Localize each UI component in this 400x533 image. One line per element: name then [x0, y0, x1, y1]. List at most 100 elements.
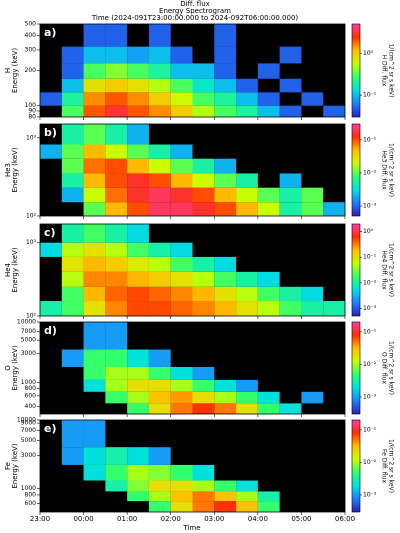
- spectrogram-cell: [192, 391, 215, 404]
- spectrogram-cell: [214, 92, 237, 106]
- spectrogram-cell: [214, 480, 237, 492]
- panel-label: b): [44, 126, 57, 139]
- spectrogram-cell: [279, 301, 302, 316]
- spectrogram-cell: [236, 105, 258, 117]
- spectrogram-cell: [83, 158, 106, 174]
- spectrogram-cell: [83, 256, 106, 272]
- spectrogram-cell: [61, 286, 84, 302]
- colorbar-label: 1/(cm^2 sr s keV): [388, 143, 395, 197]
- spectrogram-cell: [192, 379, 215, 392]
- spectrogram-cell: [61, 158, 84, 174]
- spectrogram-cell: [192, 92, 215, 106]
- spectrogram-cell: [279, 403, 302, 414]
- spectrogram-cell: [83, 173, 106, 188]
- spectrogram-cell: [192, 271, 215, 287]
- y-axis-label: Energy (keV): [11, 147, 19, 192]
- spectrogram-cell: [301, 202, 324, 216]
- y-axis-label: Energy (keV): [11, 443, 19, 488]
- spectrogram-cell: [148, 256, 171, 272]
- colorbar-tick-label: 10⁰: [363, 50, 374, 57]
- spectrogram-cell: [148, 242, 171, 257]
- spectrogram-cell: [170, 202, 193, 216]
- spectrogram-cell: [127, 447, 149, 465]
- spectrogram-cell: [170, 46, 193, 64]
- spectrogram-cell: [105, 322, 128, 350]
- spectrogram-cell: [127, 105, 149, 117]
- spectrogram-cell: [83, 63, 106, 79]
- spectrogram-cell: [214, 158, 237, 174]
- panel-label: e): [44, 422, 57, 435]
- spectrogram-cell: [236, 78, 258, 93]
- spectrogram-cell: [192, 464, 215, 481]
- spectrogram-cell: [192, 78, 215, 93]
- spectrogram-cell: [83, 349, 106, 367]
- spectrogram-cell: [170, 158, 193, 174]
- spectrogram-cell: [257, 301, 280, 316]
- spectrogram-cell: [236, 271, 258, 287]
- x-tick-label: 04:00: [248, 515, 268, 523]
- spectrogram-cell: [170, 391, 193, 404]
- spectrogram-cell: [192, 158, 215, 174]
- spectrogram-cell: [148, 379, 171, 392]
- title-line: Time (2024-091T23:00:00.000 to 2024-092T…: [91, 14, 299, 22]
- y-tick-label: 100: [25, 102, 37, 109]
- spectrogram-cell: [83, 105, 106, 117]
- spectrogram-cell: [323, 105, 345, 117]
- spectrogram-cell: [83, 366, 106, 380]
- spectrogram-cell: [105, 480, 128, 492]
- spectrogram-cell: [83, 24, 106, 47]
- spectrogram-cell: [236, 286, 258, 302]
- spectrogram-cell: [61, 63, 84, 79]
- spectrogram-cell: [148, 349, 171, 367]
- colorbar-tick-label: 10⁻¹: [363, 92, 377, 99]
- spectrogram-cell: [279, 173, 302, 188]
- spectrogram-cell: [83, 420, 106, 448]
- panel-label: c): [44, 226, 56, 239]
- spectrogram-cell: [214, 24, 237, 47]
- spectrogram-cell: [61, 187, 84, 203]
- y-axis-label: H: [4, 68, 12, 73]
- spectrogram-cell: [148, 501, 171, 512]
- spectrogram-cell: [236, 301, 258, 316]
- spectrogram-cell: [257, 202, 280, 216]
- spectrogram-cell: [170, 491, 193, 502]
- y-axis-label: He4: [4, 262, 12, 277]
- spectrogram-cell: [105, 173, 128, 188]
- spectrogram-cell: [170, 301, 193, 316]
- spectrogram-cell: [61, 349, 84, 367]
- colorbar-label: H Diff. flux: [381, 55, 388, 87]
- spectrogram-cell: [148, 301, 171, 316]
- spectrogram-cell: [61, 78, 84, 93]
- colorbar-label: 1/(cm^2 sr s keV): [388, 43, 395, 97]
- y-tick-label: 7000: [21, 427, 36, 434]
- spectrogram-cell: [257, 501, 280, 512]
- spectrogram-cell: [257, 92, 280, 106]
- spectrogram-cell: [192, 63, 215, 79]
- spectrogram-cell: [279, 187, 302, 203]
- spectrogram-cell: [214, 286, 237, 302]
- spectrogram-cell: [257, 187, 280, 203]
- spectrogram-cell: [279, 46, 302, 64]
- spectrogram-cell: [148, 63, 171, 79]
- spectrogram-cell: [127, 480, 149, 492]
- spectrogram-cell: [170, 464, 193, 481]
- colorbar-tick-label: 10⁻²: [363, 459, 377, 466]
- spectrogram-cell: [61, 46, 84, 64]
- spectrogram-cell: [105, 46, 128, 64]
- spectrogram-cell: [192, 491, 215, 502]
- y-tick-label: 3000: [21, 452, 36, 459]
- spectrogram-cell: [170, 480, 193, 492]
- spectrogram-cell: [214, 202, 237, 216]
- spectrogram-cell: [323, 301, 345, 316]
- title-line: Energy Spectrogram: [159, 7, 231, 15]
- spectrogram-cell: [257, 63, 280, 79]
- colorbar-tick-label: 10⁻¹: [363, 254, 377, 261]
- colorbar-label: 1/(cm^2 sr s keV): [388, 439, 395, 493]
- spectrogram-cell: [40, 144, 62, 159]
- spectrogram-cell: [236, 403, 258, 414]
- spectrogram-cell: [192, 256, 215, 272]
- spectrogram-cell: [127, 144, 149, 159]
- spectrogram-cell: [83, 78, 106, 93]
- spectrogram-cell: [192, 202, 215, 216]
- y-tick-label: 10²: [26, 313, 37, 320]
